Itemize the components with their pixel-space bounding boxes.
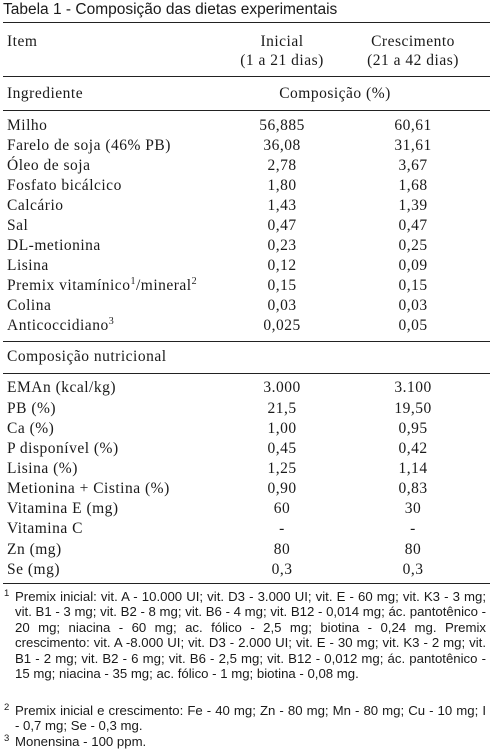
ingredient-crescimento: 0,05 xyxy=(398,317,428,334)
nutrient-inicial: 0,3 xyxy=(271,561,293,578)
ingredient-inicial: 2,78 xyxy=(267,157,297,174)
nutrient-name: Vitamina E (mg) xyxy=(7,500,119,517)
ingredient-header: Ingrediente xyxy=(7,85,84,102)
ingredient-inicial: 1,43 xyxy=(267,197,297,214)
header-crescimento-period: (21 a 42 dias) xyxy=(367,52,459,69)
nutrient-inicial: 1,00 xyxy=(267,420,297,437)
ingredient-name: DL-metionina xyxy=(7,237,101,254)
nutritional-header-rule xyxy=(3,373,490,374)
header-item: Item xyxy=(7,33,38,50)
ingredient-crescimento: 1,39 xyxy=(398,197,428,214)
nutrient-name: Lisina (%) xyxy=(7,460,78,477)
ingredient-inicial: 0,03 xyxy=(267,297,297,314)
ingredient-crescimento: 1,68 xyxy=(398,177,428,194)
ingredient-inicial: 0,12 xyxy=(267,257,297,274)
footnote-number: 1 xyxy=(4,588,10,599)
ingredient-inicial: 1,80 xyxy=(267,177,297,194)
footnote-text: Premix inicial: vit. A - 10.000 UI; vit.… xyxy=(15,589,486,682)
footnote: 3 Monensina - 100 ppm. xyxy=(4,733,486,749)
nutrient-crescimento: 30 xyxy=(404,500,422,517)
nutrient-crescimento: 0,3 xyxy=(402,561,424,578)
ingredient-name: Sal xyxy=(7,217,29,234)
ingredient-name: Lisina xyxy=(7,257,49,274)
ingredient-crescimento: 0,03 xyxy=(398,297,428,314)
bottom-rule xyxy=(3,583,490,584)
ingredient-header-rule xyxy=(3,110,490,111)
composition-header: Composição (%) xyxy=(279,85,391,102)
ingredient-name: Farelo de soja (46% PB) xyxy=(7,137,171,154)
ingredient-inicial: 56,885 xyxy=(259,117,305,134)
ingredient-name: Calcário xyxy=(7,197,64,214)
ingredient-crescimento: 0,47 xyxy=(398,217,428,234)
ingredient-crescimento: 0,09 xyxy=(398,257,428,274)
ingredient-name: Milho xyxy=(7,117,48,134)
ingredient-name-part: Premix vitamínico xyxy=(7,277,131,294)
nutrient-inicial: 1,25 xyxy=(267,460,297,477)
ingredient-name-part: /mineral xyxy=(135,277,192,294)
ingredient-inicial: 0,23 xyxy=(267,237,297,254)
ingredient-name: Anticoccidiano3 xyxy=(7,315,115,335)
footnote-ref: 2 xyxy=(191,275,198,287)
ingredient-crescimento: 31,61 xyxy=(394,137,432,154)
footnote-ref: 3 xyxy=(108,315,115,327)
footnote-number: 3 xyxy=(4,733,10,744)
ingredient-inicial: 0,47 xyxy=(267,217,297,234)
nutrient-inicial: 80 xyxy=(273,541,291,558)
nutrient-inicial: 60 xyxy=(273,500,291,517)
nutrient-inicial: 21,5 xyxy=(267,400,297,417)
nutrient-name: Ca (%) xyxy=(7,420,55,437)
nutrient-crescimento: 0,83 xyxy=(398,480,428,497)
footnote: 2 Premix inicial e crescimento: Fe - 40 … xyxy=(4,702,486,734)
footnote-ref: 1 xyxy=(130,275,136,287)
nutritional-header: Composição nutricional xyxy=(7,348,167,365)
header-rule xyxy=(3,76,490,77)
nutrient-crescimento: 0,42 xyxy=(398,440,428,457)
nutrient-name: Metionina + Cistina (%) xyxy=(7,480,170,497)
nutrient-name: Se (mg) xyxy=(7,561,61,578)
nutrient-name: EMAn (kcal/kg) xyxy=(7,379,117,396)
ingredient-crescimento: 60,61 xyxy=(394,117,432,134)
nutrient-inicial: 0,45 xyxy=(267,440,297,457)
nutrient-inicial: - xyxy=(279,520,285,537)
header-crescimento: Crescimento xyxy=(371,33,455,50)
ingredient-inicial: 36,08 xyxy=(263,137,301,154)
ingredient-crescimento: 3,67 xyxy=(398,157,428,174)
ingredient-crescimento: 0,15 xyxy=(398,277,428,294)
top-rule xyxy=(3,22,490,23)
ingredient-inicial: 0,15 xyxy=(267,277,297,294)
table-title: Tabela 1 - Composição das dietas experim… xyxy=(3,1,338,18)
nutrient-crescimento: - xyxy=(410,520,416,537)
ingredient-inicial: 0,025 xyxy=(263,317,301,334)
footnote-number: 2 xyxy=(4,702,10,713)
ingredient-name: Óleo de soja xyxy=(7,157,91,174)
nutrient-inicial: 3.000 xyxy=(263,379,301,396)
nutrient-crescimento: 80 xyxy=(404,541,422,558)
nutrient-crescimento: 3.100 xyxy=(394,379,432,396)
footnote-text: Monensina - 100 ppm. xyxy=(15,734,147,749)
ingredient-name-part: Anticoccidiano xyxy=(7,317,109,334)
nutrient-name: Zn (mg) xyxy=(7,541,62,558)
header-inicial-period: (1 a 21 dias) xyxy=(240,52,324,69)
ingredients-end-rule xyxy=(3,341,490,342)
nutrient-name: Vitamina C xyxy=(7,520,83,537)
header-inicial: Inicial xyxy=(260,33,304,50)
footnote: 1 Premix inicial: vit. A - 10.000 UI; vi… xyxy=(4,588,486,682)
nutrient-name: PB (%) xyxy=(7,400,57,417)
nutrient-crescimento: 0,95 xyxy=(398,420,428,437)
nutrient-name: P disponível (%) xyxy=(7,440,119,457)
ingredient-name: Fosfato bicálcico xyxy=(7,177,122,194)
ingredient-name: Colina xyxy=(7,297,52,314)
ingredient-name: Premix vitamínico1/mineral2 xyxy=(7,275,198,295)
footnote-text: Premix inicial e crescimento: Fe - 40 mg… xyxy=(15,703,486,734)
nutrient-crescimento: 19,50 xyxy=(394,400,432,417)
ingredient-crescimento: 0,25 xyxy=(398,237,428,254)
nutrient-inicial: 0,90 xyxy=(267,480,297,497)
nutrient-crescimento: 1,14 xyxy=(398,460,428,477)
